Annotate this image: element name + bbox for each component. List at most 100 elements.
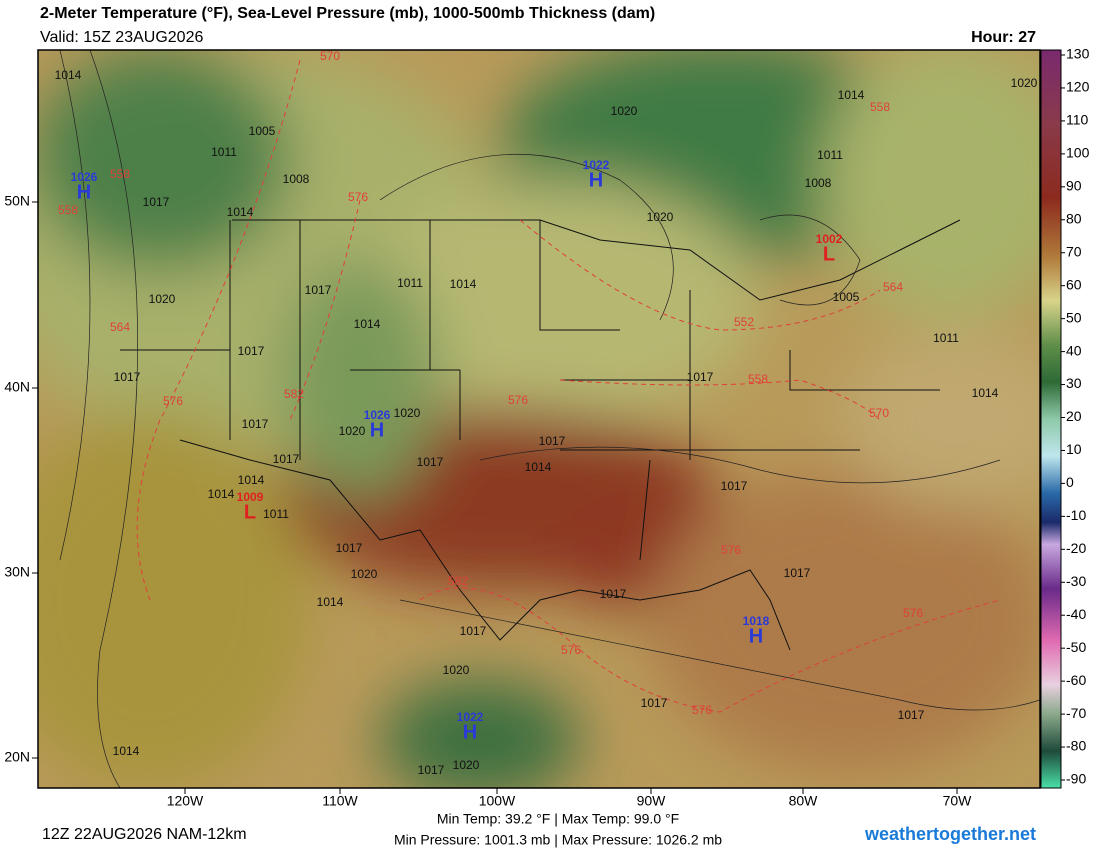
colorbar-label: -10 <box>1066 507 1086 523</box>
thickness-label: 582 <box>448 574 468 588</box>
site-name: weathertogether.net <box>864 824 1036 844</box>
isobar-label: 1011 <box>263 507 289 521</box>
colorbar-label: -50 <box>1066 639 1086 655</box>
lat-label: 20N <box>4 749 30 765</box>
isobar-label: 1020 <box>149 292 176 306</box>
center-symbol: H <box>77 181 91 203</box>
thickness-label: 564 <box>883 280 903 294</box>
valid-time: Valid: 15Z 23AUG2026 <box>40 29 203 46</box>
lat-label: 30N <box>4 564 30 580</box>
center-symbol: H <box>589 169 603 191</box>
isobar-label: 1017 <box>418 763 445 777</box>
colorbar-label: -80 <box>1066 738 1086 754</box>
colorbar-label: 20 <box>1066 408 1082 424</box>
pressure-stats: Min Pressure: 1001.3 mb | Max Pressure: … <box>394 832 722 848</box>
center-symbol: L <box>823 243 835 265</box>
thickness-label: 558 <box>58 203 78 217</box>
lon-label: 120W <box>167 793 204 809</box>
colorbar-label: 100 <box>1066 145 1090 161</box>
lon-label: 80W <box>789 793 819 809</box>
center-pressure: 1022 <box>457 710 484 724</box>
isobar-label: 1020 <box>611 104 638 118</box>
isobar-label: 1005 <box>249 124 276 138</box>
isobar-label: 1020 <box>453 758 480 772</box>
thickness-label: 576 <box>692 703 712 717</box>
isobar-label: 1011 <box>817 148 843 162</box>
colorbar-label: 70 <box>1066 243 1082 259</box>
isobar-label: 1011 <box>397 276 423 290</box>
isobar-label: 1017 <box>336 541 363 555</box>
center-symbol: H <box>370 419 384 441</box>
lon-label: 90W <box>637 793 667 809</box>
isobar-label: 1017 <box>539 434 566 448</box>
isobar-label: 1017 <box>641 696 668 710</box>
colorbar-label: -30 <box>1066 573 1086 589</box>
isobar-label: 1014 <box>450 277 477 291</box>
center-pressure: 1026 <box>71 170 98 184</box>
isobar-label: 1017 <box>687 370 714 384</box>
isobar-label: 1011 <box>211 145 237 159</box>
isobar-label: 1014 <box>55 68 82 82</box>
isobar-label: 1020 <box>351 567 378 581</box>
center-symbol: H <box>463 721 477 743</box>
map-field <box>38 50 1040 788</box>
isobar-label: 1017 <box>721 479 748 493</box>
thickness-lines <box>136 59 1001 713</box>
thickness-label: 576 <box>508 393 528 407</box>
isobar-label: 1017 <box>143 195 170 209</box>
thickness-label: 570 <box>320 49 340 63</box>
thickness-label: 576 <box>348 190 368 204</box>
isobar-label: 1020 <box>647 210 674 224</box>
lon-label: 110W <box>322 793 358 809</box>
colorbar-label: 40 <box>1066 342 1082 358</box>
colorbar-label: 10 <box>1066 441 1082 457</box>
lon-label: 100W <box>479 793 516 809</box>
isobar-label: 1014 <box>525 460 552 474</box>
isobar-label: 1017 <box>273 452 300 466</box>
isobar-label: 1020 <box>443 663 470 677</box>
forecast-hour: Hour: 27 <box>971 29 1036 46</box>
isobar-label: 1017 <box>417 455 444 469</box>
isobar-label: 1014 <box>208 487 235 501</box>
boundaries <box>120 219 961 651</box>
thickness-label: 576 <box>163 394 183 408</box>
center-pressure: 1018 <box>743 614 770 628</box>
thickness-label: 582 <box>284 387 304 401</box>
thickness-label: 558 <box>870 100 890 114</box>
colorbar <box>1040 49 1062 789</box>
model-run: 12Z 22AUG2026 NAM-12km <box>42 826 247 843</box>
thickness-label: 564 <box>110 320 130 334</box>
isobar-label: 1017 <box>460 624 487 638</box>
thickness-label: 558 <box>748 372 768 386</box>
colorbar-label: 0 <box>1066 474 1074 490</box>
colorbar-label: -90 <box>1066 771 1086 787</box>
lon-label: 70W <box>943 793 973 809</box>
isobar-label: 1017 <box>114 370 141 384</box>
colorbar-label: -60 <box>1066 672 1086 688</box>
isobar-label: 1017 <box>898 708 925 722</box>
colorbar-label: 60 <box>1066 276 1082 292</box>
map-title: 2-Meter Temperature (°F), Sea-Level Pres… <box>40 5 655 22</box>
center-pressure: 1026 <box>364 408 391 422</box>
isobar-label: 1014 <box>238 473 265 487</box>
colorbar-label: 90 <box>1066 178 1082 194</box>
colorbar-label: 110 <box>1066 112 1089 128</box>
center-symbol: L <box>244 501 256 523</box>
temp-stats: Min Temp: 39.2 °F | Max Temp: 99.0 °F <box>437 811 679 827</box>
colorbar-label: -70 <box>1066 705 1086 721</box>
isobar-label: 1014 <box>317 595 344 609</box>
isobars <box>59 50 1040 788</box>
isobar-label: 1014 <box>838 88 865 102</box>
isobar-label: 1014 <box>972 386 999 400</box>
thickness-label: 576 <box>561 643 581 657</box>
center-symbol: H <box>749 625 763 647</box>
isobar-label: 1017 <box>784 566 811 580</box>
colorbar-label: 80 <box>1066 210 1082 226</box>
center-pressure: 1002 <box>816 232 843 246</box>
isobar-label: 1017 <box>305 283 332 297</box>
colorbar-label: 130 <box>1066 46 1090 62</box>
colorbar-label: 120 <box>1066 79 1090 95</box>
isobar-label: 1014 <box>227 205 254 219</box>
center-pressure: 1009 <box>237 490 264 504</box>
